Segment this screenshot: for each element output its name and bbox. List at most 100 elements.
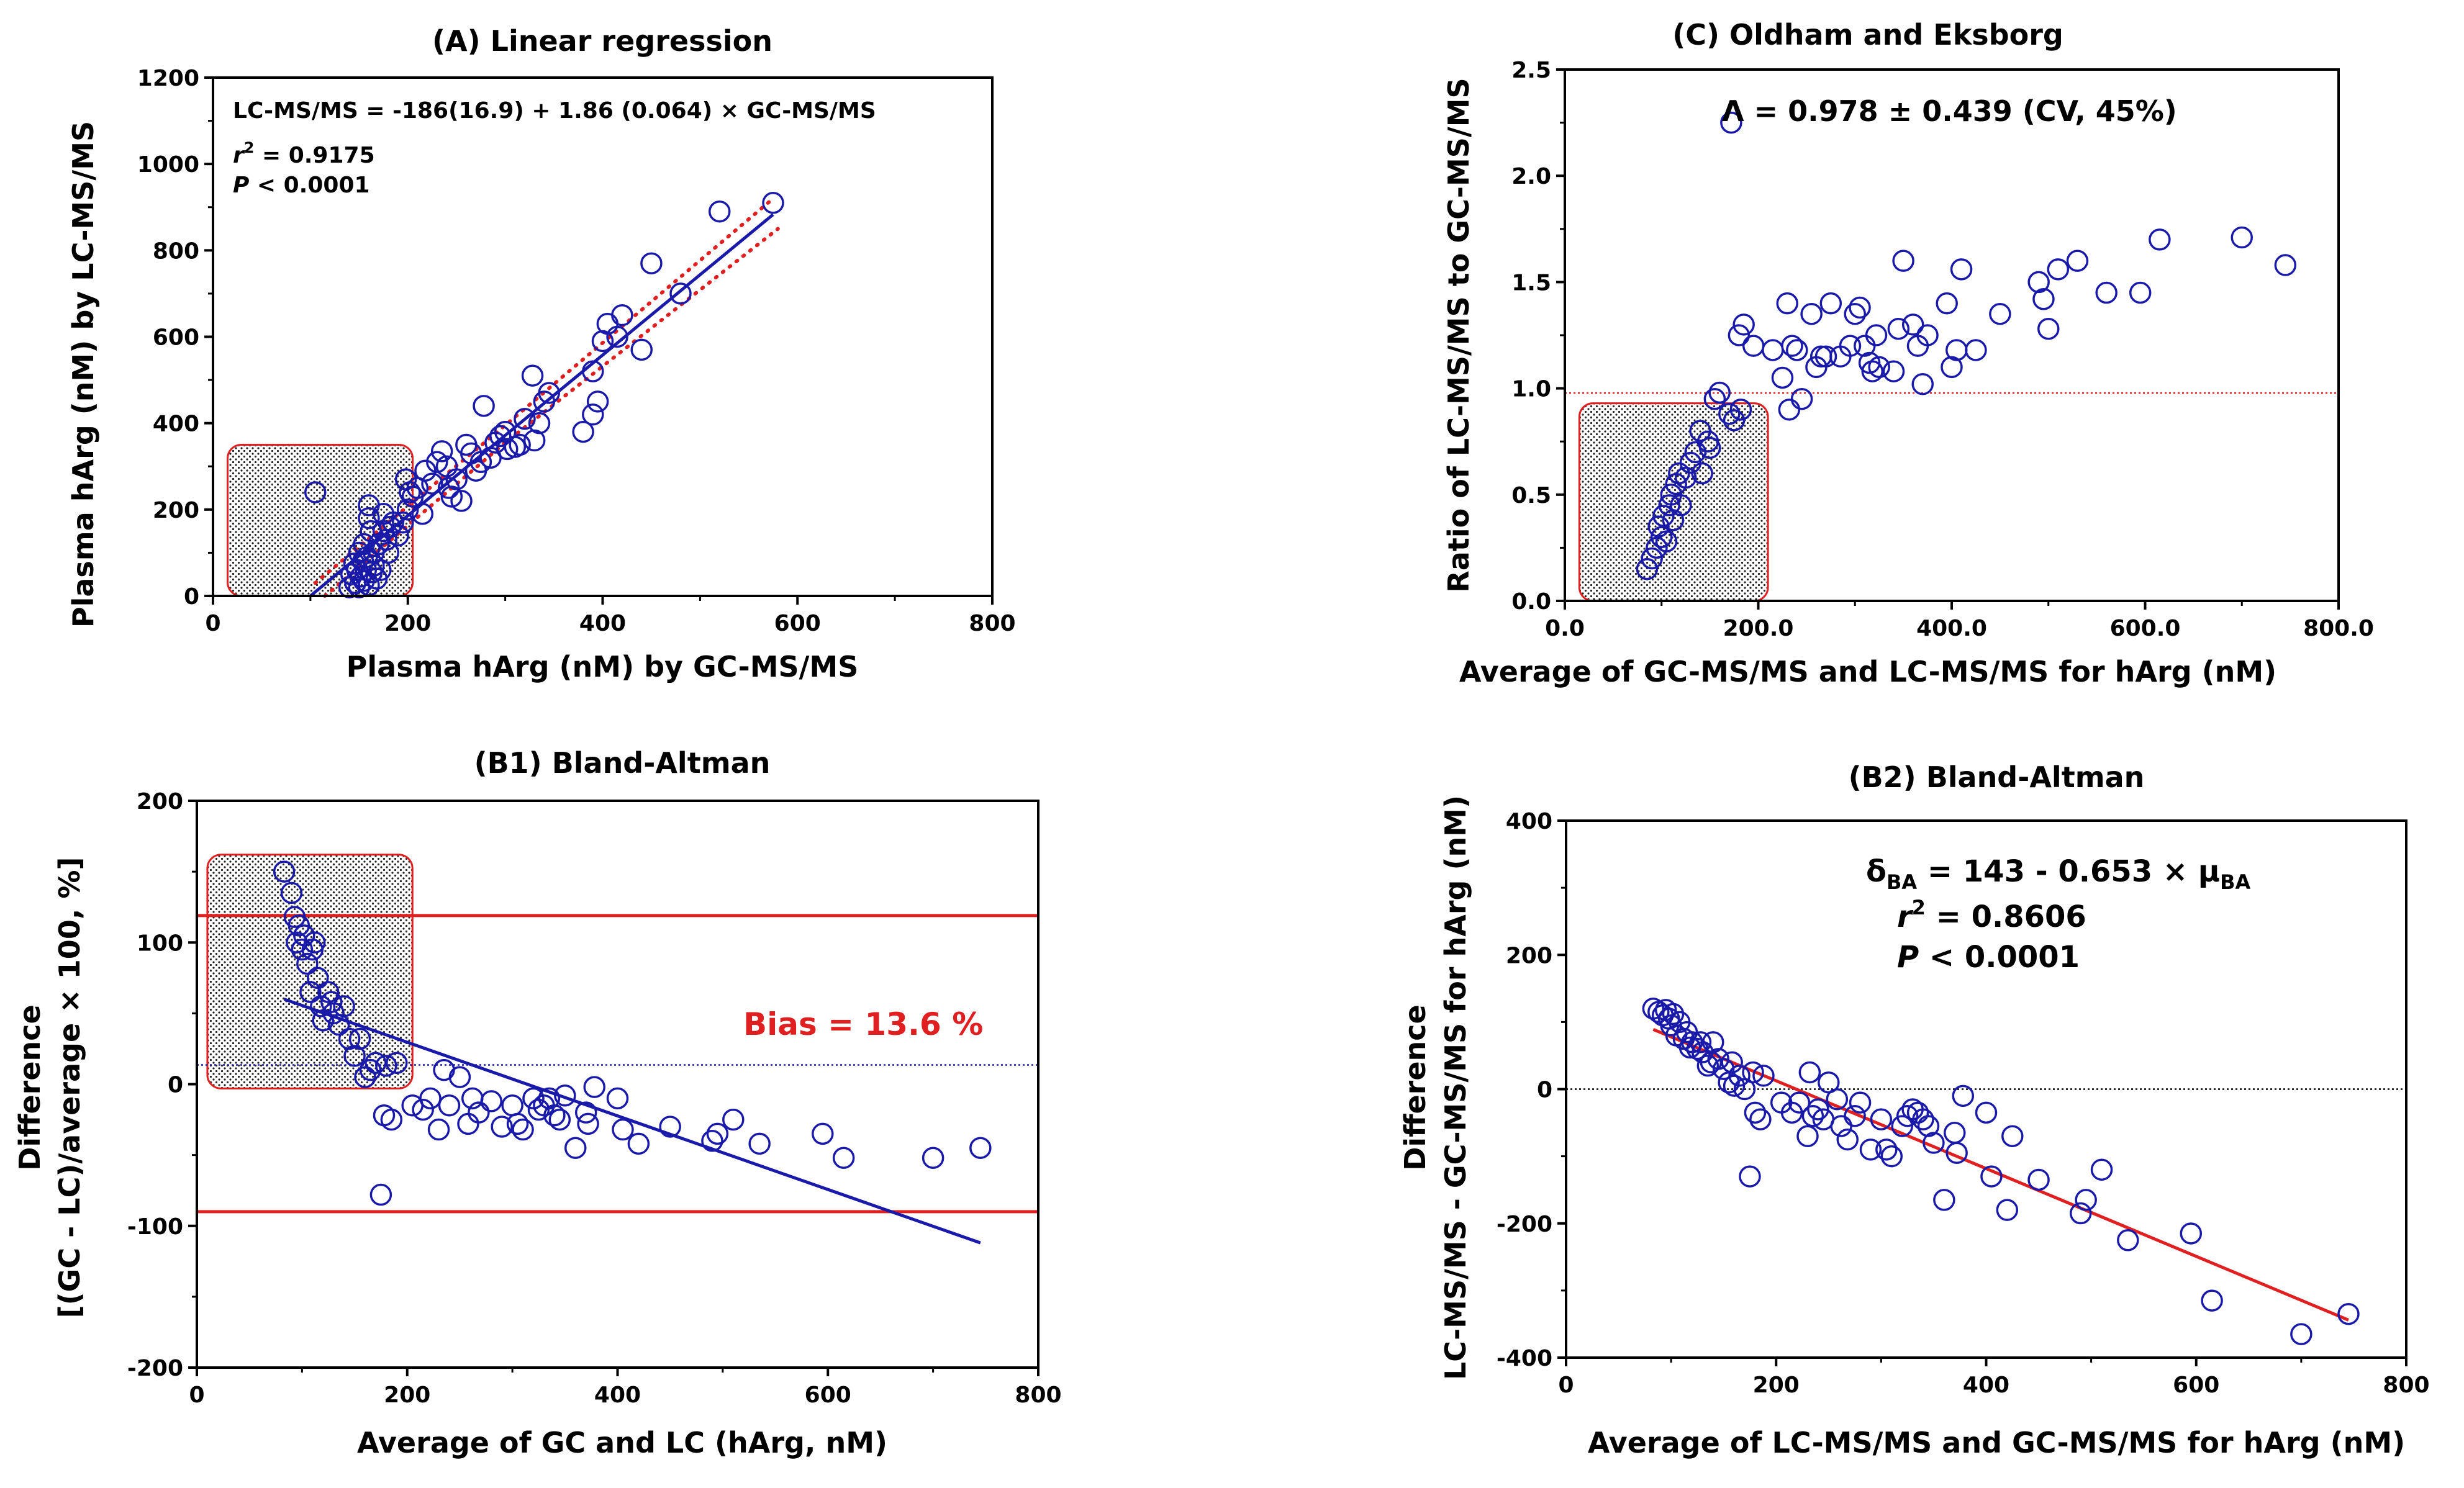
y-axis-label: Plasma hArg (nM) by LC-MS/MS [66, 121, 100, 628]
data-point [506, 1112, 529, 1135]
y-tick-label: 0.0 [1511, 589, 1551, 615]
data-point [1916, 324, 1939, 346]
data-point [509, 433, 531, 456]
data-point [365, 1052, 387, 1075]
y-tick-label: 200 [153, 498, 199, 523]
data-point [2032, 288, 2055, 310]
data-point [358, 507, 380, 530]
data-point [2180, 1222, 2203, 1245]
y-tick-label: 0 [168, 1073, 183, 1098]
data-point [1674, 466, 1697, 489]
data-point [1708, 381, 1731, 404]
x-tick-label: 600 [2173, 1373, 2219, 1398]
x-tick-label: 800.0 [2303, 616, 2374, 641]
data-point [363, 554, 385, 577]
data-point [591, 330, 614, 353]
data-point [291, 938, 314, 961]
data-point [1880, 1145, 1903, 1168]
x-tick-label: 0 [205, 611, 220, 636]
data-point [1729, 399, 1752, 421]
data-point [577, 1112, 599, 1135]
ci-upper-band [313, 196, 776, 585]
data-point [1896, 1105, 1919, 1127]
data-point [1776, 292, 1798, 315]
data-point [1732, 313, 1755, 336]
data-point [1870, 1108, 1893, 1130]
data-point [1788, 1091, 1811, 1114]
data-point [1901, 313, 1924, 336]
regression-line [309, 213, 774, 597]
data-point [1945, 339, 1968, 361]
data-point [1739, 1165, 1761, 1188]
data-point [273, 860, 296, 883]
data-point [419, 1087, 442, 1110]
data-point [387, 524, 409, 547]
data-point [706, 1122, 729, 1145]
data-point [1858, 351, 1881, 374]
y-tick-label: 1200 [137, 66, 199, 91]
data-point [512, 1118, 534, 1141]
data-point [2337, 1302, 2360, 1325]
y-tick-label: 800 [153, 238, 199, 264]
data-point [299, 981, 322, 1003]
data-point [1887, 317, 1910, 340]
data-point [748, 1132, 771, 1155]
x-tick-label: 200 [384, 1382, 430, 1408]
panel-linear-regression: (A) Linear regression 0 200 400 600 800 0 200 4… [66, 24, 1016, 683]
data-point [369, 1183, 392, 1206]
data-point [2090, 1158, 2113, 1181]
x-tick-label: 200.0 [1723, 616, 1794, 641]
x-axis-label: Average of GC-MS/MS and LC-MS/MS for hAr… [1459, 655, 2276, 688]
data-point [414, 459, 437, 482]
data-point [627, 1132, 650, 1155]
data-point [1911, 373, 1934, 395]
data-point [1652, 505, 1675, 527]
data-point [307, 967, 329, 990]
y-tick-label: 1.5 [1511, 270, 1551, 295]
data-point [2117, 1229, 2139, 1251]
data-point [354, 1066, 376, 1088]
data-point [296, 952, 319, 975]
y-tick-label: 100 [137, 931, 183, 956]
data-point [2069, 1202, 2092, 1225]
data-point [1861, 360, 1884, 382]
data-point [2027, 1168, 2050, 1191]
y-tick-label: 2.0 [1511, 164, 1551, 189]
regression-equation: LC-MS/MS = -186(16.9) + 1.86 (0.064) × G… [233, 98, 876, 124]
data-point [538, 382, 560, 404]
data-point [2027, 271, 2050, 294]
data-point [1859, 1139, 1882, 1161]
y-axis-label-line1: Difference [13, 1004, 47, 1171]
data-point [1762, 339, 1784, 361]
data-point [1798, 1061, 1821, 1084]
data-point [1707, 1048, 1729, 1070]
data-point [338, 1027, 361, 1050]
data-point [1698, 436, 1721, 459]
data-point [2075, 1189, 2097, 1211]
y-tick-label: -100 [127, 1214, 183, 1240]
data-point [1936, 292, 1958, 315]
data-point [722, 1108, 745, 1131]
delta-equation: δBA = 143 - 0.653 × μBA [1866, 854, 2251, 894]
data-point [523, 429, 546, 452]
data-point [430, 440, 453, 462]
data-point [1752, 1065, 1775, 1087]
x-tick-label: 400 [594, 1382, 641, 1408]
data-point [1965, 339, 1987, 361]
data-point [1826, 1088, 1849, 1111]
data-point [832, 1147, 855, 1169]
data-point [1801, 1105, 1824, 1127]
data-point [582, 360, 604, 382]
p-value-text: P < 0.0001 [233, 173, 370, 198]
data-point [1796, 1125, 1819, 1147]
data-point [445, 468, 468, 490]
data-point [377, 541, 400, 564]
data-point [1836, 1128, 1859, 1151]
data-point [1702, 1031, 1724, 1053]
data-point [564, 1137, 587, 1159]
data-point [612, 1118, 634, 1141]
data-point [489, 425, 512, 448]
data-point [1814, 345, 1837, 367]
y-tick-label: 0.5 [1511, 483, 1551, 508]
